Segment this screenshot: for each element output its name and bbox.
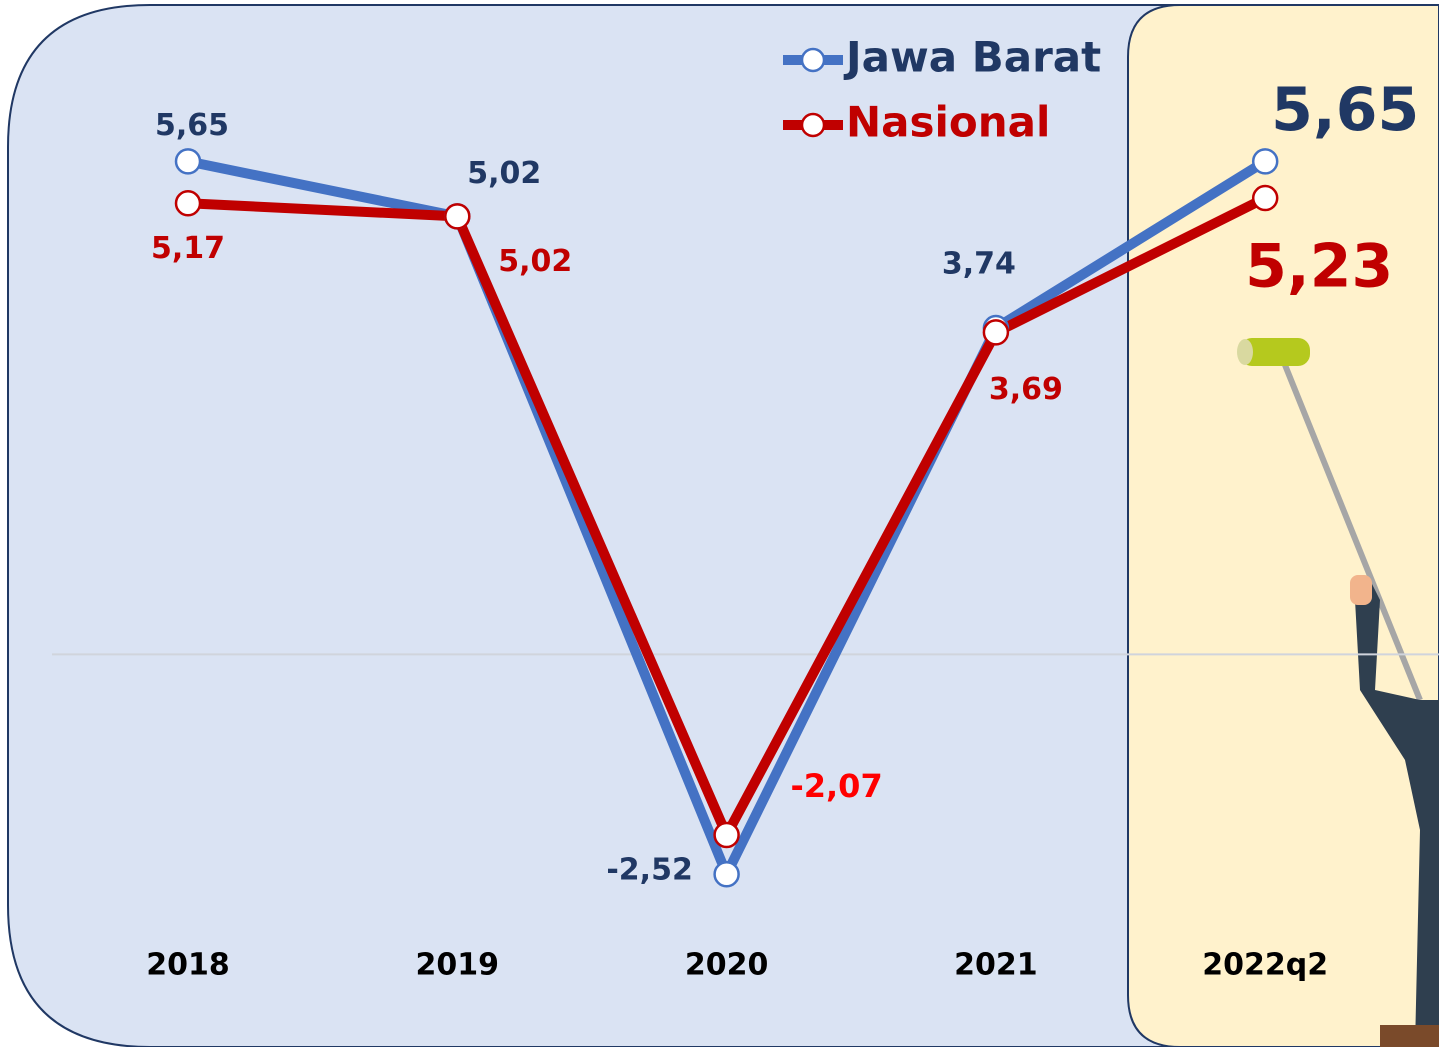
value-label: 5,65 [1271, 75, 1419, 145]
x-tick-label: 2020 [685, 948, 769, 983]
x-tick-label: 2021 [954, 948, 1038, 983]
highlight-panel [1127, 4, 1439, 1047]
point-marker [444, 203, 471, 230]
point-marker [1251, 184, 1279, 212]
x-tick-label: 2022q2 [1202, 948, 1328, 983]
x-tick-label: 2019 [416, 948, 500, 983]
point-marker [174, 190, 202, 217]
value-label: 5,65 [155, 108, 229, 143]
value-label: 3,69 [989, 372, 1063, 407]
point-marker [982, 319, 1010, 346]
point-marker [713, 821, 740, 849]
value-label: -2,07 [790, 767, 882, 805]
x-tick-label: 2018 [146, 948, 230, 983]
point-marker [1251, 148, 1279, 175]
point-marker [713, 860, 740, 888]
painter-illustration [1237, 338, 1439, 1047]
point-marker [174, 148, 202, 175]
plot-panel [7, 4, 1439, 1047]
value-label: 5,02 [498, 244, 572, 279]
value-label: 5,23 [1245, 232, 1393, 302]
legend-label: Jawa Barat [843, 33, 1101, 82]
value-label: 3,74 [942, 247, 1016, 282]
value-label: -2,52 [606, 853, 692, 888]
legend-marker [800, 112, 826, 138]
value-label: 5,17 [151, 231, 225, 266]
value-label: 5,02 [467, 156, 541, 191]
legend-marker [800, 47, 826, 73]
legend-label: Nasional [846, 98, 1050, 147]
